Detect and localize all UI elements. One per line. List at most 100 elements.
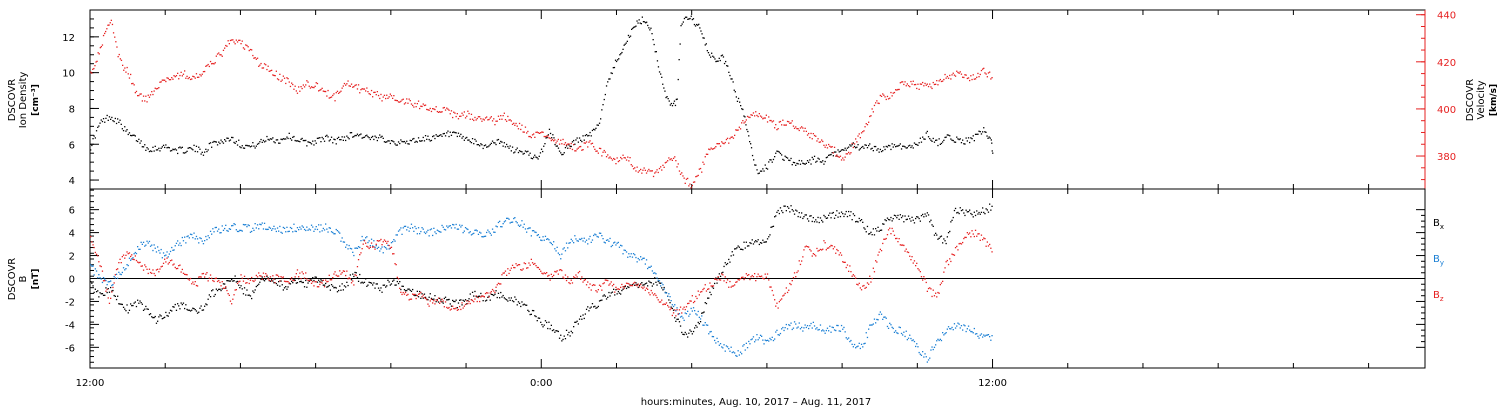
data-point (206, 272, 208, 274)
data-point (152, 317, 154, 319)
data-point (243, 48, 246, 50)
data-point (769, 159, 771, 161)
data-point (412, 138, 414, 140)
data-point (607, 154, 609, 156)
data-point (161, 318, 163, 320)
data-point (185, 273, 187, 276)
data-point (971, 230, 973, 232)
data-point (985, 245, 987, 247)
data-point (686, 16, 688, 18)
data-point (255, 145, 257, 147)
data-point (169, 250, 172, 253)
data-point (377, 287, 380, 289)
series-Bx (90, 203, 993, 342)
data-point (528, 227, 530, 229)
data-point (536, 234, 538, 237)
data-point (147, 308, 149, 310)
data-point (104, 121, 106, 123)
data-point (447, 130, 449, 132)
data-point (819, 324, 822, 326)
data-point (853, 145, 856, 148)
data-point (647, 267, 649, 270)
x-axis-label: hours:minutes, Aug. 10, 2017 – Aug. 11, … (641, 397, 872, 408)
data-point (279, 142, 281, 144)
data-point (838, 254, 840, 256)
data-point (890, 324, 892, 326)
data-point (124, 257, 126, 259)
data-point (255, 274, 257, 277)
data-point (989, 336, 991, 338)
data-point (971, 78, 973, 81)
data-point (719, 145, 722, 147)
data-point (594, 233, 596, 235)
data-point (668, 100, 670, 102)
data-point (251, 276, 253, 279)
data-point (951, 219, 953, 221)
data-point (644, 263, 646, 265)
data-point (419, 290, 421, 293)
data-point (340, 273, 342, 275)
data-point (282, 289, 284, 291)
data-point (754, 241, 756, 243)
data-point (408, 143, 410, 145)
data-point (466, 300, 468, 302)
data-point (658, 301, 661, 303)
data-point (762, 168, 764, 170)
data-point (429, 229, 431, 231)
data-point (776, 150, 778, 152)
data-point (648, 168, 650, 171)
axis-label-line: [nT] (31, 269, 41, 290)
data-point (690, 330, 692, 333)
data-point (818, 221, 820, 224)
data-point (636, 261, 638, 263)
data-point (207, 298, 209, 300)
data-point (903, 145, 905, 147)
data-point (817, 216, 819, 219)
data-point (543, 272, 545, 274)
data-point (138, 138, 140, 140)
data-point (452, 223, 454, 226)
data-point (652, 272, 655, 274)
data-point (637, 283, 639, 285)
data-point (725, 345, 728, 347)
data-point (444, 109, 447, 111)
data-point (765, 276, 767, 278)
data-point (120, 262, 122, 264)
data-point (433, 298, 435, 300)
data-point (911, 256, 913, 258)
data-point (394, 99, 396, 101)
data-point (882, 318, 884, 320)
data-point (395, 99, 397, 102)
data-point (480, 296, 482, 298)
data-point (550, 324, 552, 326)
axis-label-line: [cm⁻³] (31, 84, 41, 116)
data-point (189, 277, 192, 280)
data-point (688, 302, 690, 304)
data-point (444, 135, 447, 137)
data-point (758, 243, 760, 246)
data-point (480, 292, 482, 295)
data-point (661, 169, 663, 171)
data-point (741, 248, 743, 250)
data-point (946, 75, 948, 78)
data-point (980, 333, 983, 335)
data-point (712, 287, 715, 289)
data-point (851, 275, 853, 277)
data-point (933, 141, 936, 143)
data-point (792, 161, 795, 164)
data-point (158, 271, 160, 273)
data-point (166, 257, 168, 259)
data-point (983, 237, 985, 239)
data-point (602, 295, 604, 297)
data-point (278, 281, 280, 283)
legend-label: B (1433, 290, 1440, 301)
data-point (588, 134, 590, 137)
data-point (295, 230, 297, 233)
data-point (473, 301, 475, 303)
data-point (582, 240, 584, 242)
data-point (145, 149, 147, 151)
data-point (499, 297, 501, 299)
data-point (768, 279, 770, 281)
data-point (991, 205, 993, 207)
data-point (408, 288, 410, 290)
